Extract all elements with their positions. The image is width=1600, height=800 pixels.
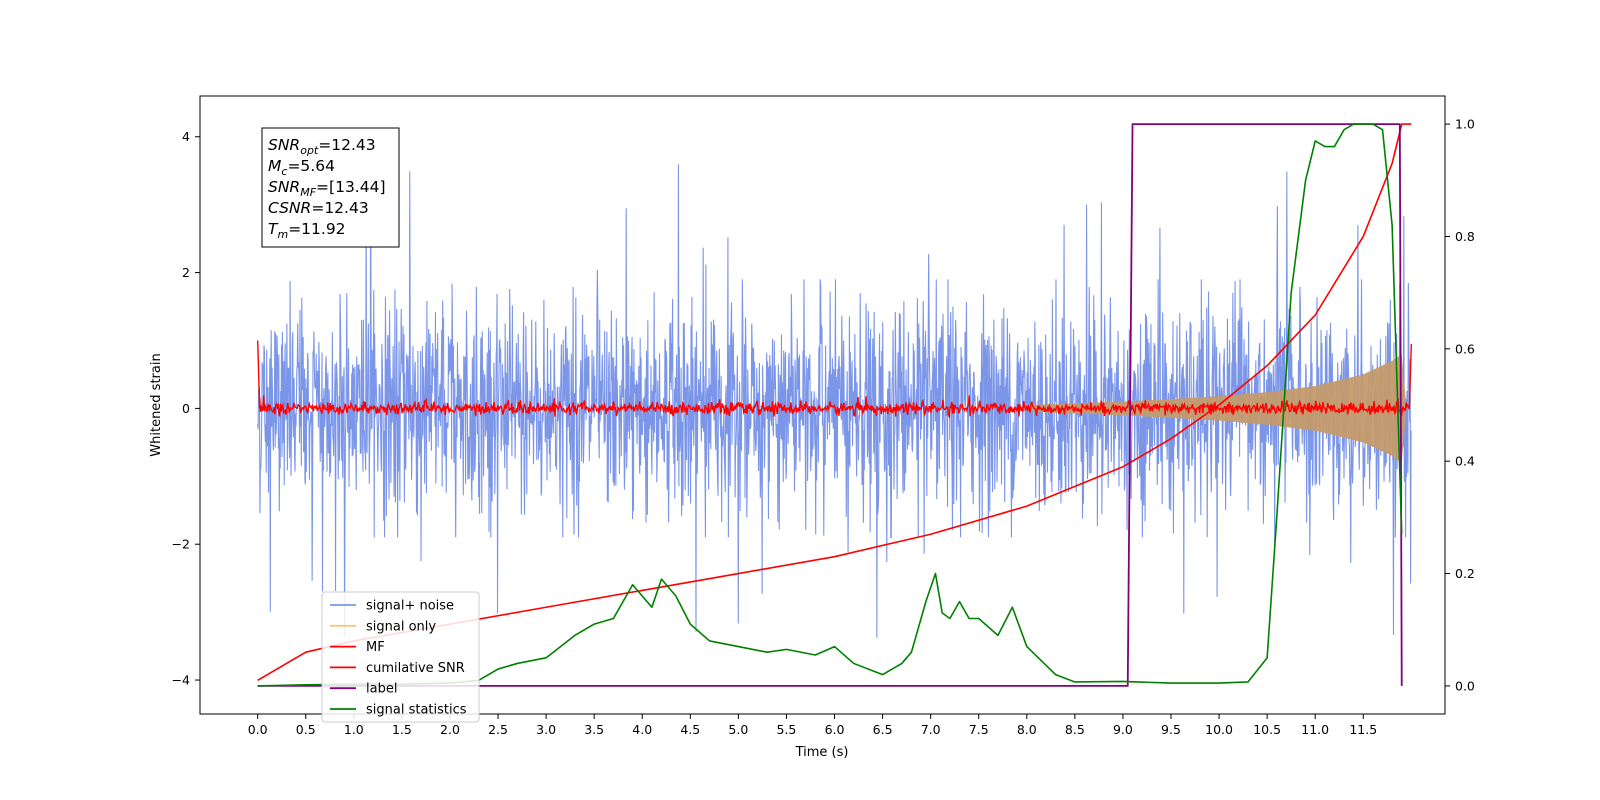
y-tick-label: −4 xyxy=(172,673,190,688)
annotation-line: Tm=11.92 xyxy=(268,220,346,241)
legend-label: signal+ noise xyxy=(366,599,454,614)
x-tick-label: 4.5 xyxy=(680,722,700,737)
x-tick-label: 10.0 xyxy=(1205,722,1233,737)
legend-label: MF xyxy=(366,640,385,655)
legend-label: label xyxy=(366,682,397,697)
legend: signal+ noise signal only MF cumilative SNR… xyxy=(321,591,480,723)
y2-tick-label: 1.0 xyxy=(1455,117,1475,132)
y2-tick-label: 0.8 xyxy=(1455,229,1475,244)
y2-tick-label: 0.4 xyxy=(1455,454,1475,469)
x-tick-label: 11.0 xyxy=(1301,722,1329,737)
series-mf xyxy=(256,340,1413,420)
x-tick-label: 10.5 xyxy=(1253,722,1281,737)
x-tick-label: 4.0 xyxy=(632,722,652,737)
y-tick-label: 4 xyxy=(182,129,190,144)
x-tick-label: 9.0 xyxy=(1113,722,1133,737)
x-tick-label: 3.0 xyxy=(536,722,556,737)
y2-tick-label: 0.2 xyxy=(1455,566,1475,581)
y2-tick-label: 0.6 xyxy=(1455,341,1475,356)
legend-label: signal only xyxy=(366,619,436,634)
legend-label: cumilative SNR xyxy=(366,661,465,676)
x-tick-label: 5.5 xyxy=(777,722,797,737)
x-tick-label: 0.0 xyxy=(248,722,268,737)
y-tick-label: 0 xyxy=(182,401,190,416)
series-signal-statistics xyxy=(257,123,1403,687)
x-tick-label: 7.5 xyxy=(969,722,989,737)
x-tick-label: 9.5 xyxy=(1161,722,1181,737)
stats-annotation-box: SNRopt=12.43Mc=5.64SNRMF=[13.44]CSNR=12.… xyxy=(261,127,400,248)
x-tick-label: 7.0 xyxy=(921,722,941,737)
y-tick-label: −2 xyxy=(172,537,190,552)
annotation-line: Mc=5.64 xyxy=(268,157,335,178)
series-label xyxy=(257,123,1403,687)
x-tick-label: 3.5 xyxy=(584,722,604,737)
annotation-frame xyxy=(261,127,400,248)
x-tick-label: 1.5 xyxy=(392,722,412,737)
y-tick-label: 2 xyxy=(182,265,190,280)
x-tick-label: 2.0 xyxy=(440,722,460,737)
x-axis: 0.0 0.5 1.0 1.5 2.0 2.5 3.0 3.5 4.0 4.5 5.0 5.5 6.0 6… xyxy=(248,714,1377,737)
annotation-line: SNRopt=12.43 xyxy=(268,136,376,157)
x-axis-label: Time (s) xyxy=(795,745,849,760)
legend-frame xyxy=(321,591,480,723)
y2-tick-label: 0.0 xyxy=(1455,678,1475,693)
annotation-line: SNRMF=[13.44] xyxy=(268,178,386,199)
x-tick-label: 6.5 xyxy=(873,722,893,737)
x-tick-label: 2.5 xyxy=(488,722,508,737)
y-axis-label: Whitened strain xyxy=(149,353,164,456)
x-tick-label: 6.0 xyxy=(825,722,845,737)
x-tick-label: 8.0 xyxy=(1017,722,1037,737)
legend-label: signal statistics xyxy=(366,703,467,718)
x-tick-label: 1.0 xyxy=(344,722,364,737)
y-axis-right: 0.0 0.2 0.4 0.6 0.8 1.0 xyxy=(1445,117,1475,693)
x-tick-label: 11.5 xyxy=(1349,722,1377,737)
axes-frame xyxy=(199,95,1446,715)
x-tick-label: 0.5 xyxy=(296,722,316,737)
x-tick-label: 5.0 xyxy=(728,722,748,737)
annotation-line: CSNR=12.43 xyxy=(268,199,369,217)
y-axis-left: −4 −2 0 2 4 xyxy=(172,129,200,688)
x-tick-label: 8.5 xyxy=(1065,722,1085,737)
